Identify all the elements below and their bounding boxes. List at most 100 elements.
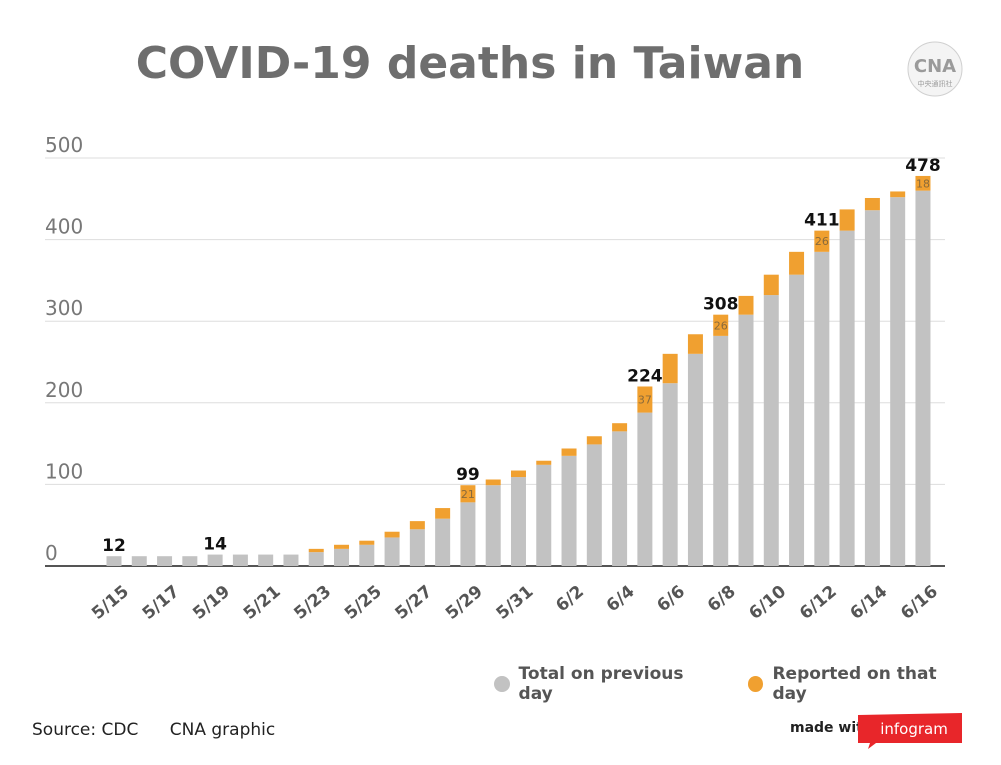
x-tick-label: 5/27: [391, 582, 436, 624]
y-tick-label: 200: [45, 378, 83, 402]
x-tick-label: 5/21: [240, 582, 285, 624]
bar-reported-6/4: [612, 423, 628, 432]
bar-previous-total-5/17: [157, 556, 173, 566]
bar-reported-6/3: [586, 436, 602, 445]
bar-reported-5/24: [334, 544, 350, 549]
x-tick-label: 5/23: [290, 582, 335, 624]
infogram-logo[interactable]: infogram: [858, 713, 962, 749]
bar-reported-5/30: [485, 479, 501, 486]
bars: [106, 175, 931, 566]
reported-label-5/29: 21: [461, 488, 475, 501]
legend-item-total: Total on previous day: [494, 664, 718, 704]
total-label-5/19: 14: [203, 535, 227, 555]
reported-label-6/5: 37: [638, 394, 652, 407]
bar-previous-total-6/15: [890, 197, 906, 566]
bar-previous-total-6/5: [637, 412, 653, 566]
source-text: Source: CDC: [32, 720, 139, 740]
total-label-6/8: 308: [703, 295, 739, 315]
bar-reported-6/7: [687, 334, 703, 354]
bar-previous-total-6/9: [738, 314, 754, 566]
legend-swatch-total: [494, 676, 510, 692]
infogram-logo-text: infogram: [880, 720, 948, 738]
bar-previous-total-6/3: [586, 444, 602, 566]
bar-previous-total-5/16: [131, 556, 147, 566]
x-tick-label: 6/4: [603, 582, 639, 617]
cna-logo-subtext: 中央通訊社: [918, 79, 953, 88]
bar-reported-5/25: [359, 540, 375, 545]
reported-label-6/16: 18: [916, 177, 930, 190]
bar-previous-total-6/13: [839, 230, 855, 566]
x-axis-ticks: 5/15 5/17 5/19 5/21 5/23 5/25 5/27 5/29 5/31 6/2 6…: [88, 582, 942, 624]
bar-reported-5/27: [409, 521, 425, 530]
bar-previous-total-6/8: [713, 335, 729, 566]
total-label-5/29: 99: [456, 465, 480, 485]
made-with-text: made with: [790, 720, 873, 736]
y-tick-label: 300: [45, 296, 83, 320]
bar-reported-6/2: [561, 448, 577, 456]
bar-previous-total-5/29: [460, 502, 476, 566]
bar-reported-6/14: [864, 197, 880, 211]
bar-reported-6/13: [839, 209, 855, 231]
legend-label-total: Total on previous day: [518, 664, 684, 704]
bar-reported-6/9: [738, 295, 754, 315]
bar-reported-6/16: [915, 175, 931, 191]
x-tick-label: 6/16: [897, 582, 942, 624]
cna-logo-text: CNA: [914, 56, 956, 77]
bar-previous-total-6/12: [814, 251, 830, 566]
bar-previous-total-5/24: [334, 548, 350, 566]
bar-reported-5/31: [510, 470, 526, 478]
y-tick-label: 100: [45, 459, 83, 483]
bar-previous-total-5/18: [182, 556, 198, 566]
bar-reported-5/23: [308, 548, 324, 553]
legend-item-reported: Reported on that day: [747, 664, 971, 704]
bar-previous-total-5/15: [106, 556, 122, 566]
y-tick-label: 500: [45, 133, 83, 157]
x-tick-label: 5/31: [493, 582, 538, 624]
reported-label-6/8: 26: [714, 319, 728, 332]
bar-reported-6/6: [662, 353, 678, 384]
total-label-5/15: 12: [102, 536, 126, 556]
x-tick-label: 5/17: [139, 582, 184, 624]
bar-previous-total-6/11: [789, 274, 805, 566]
bar-reported-6/15: [890, 191, 906, 198]
bar-reported-6/12: [814, 230, 830, 252]
bar-previous-total-6/7: [687, 353, 703, 566]
graphic-credit: CNA graphic: [169, 720, 276, 740]
cna-logo: CNA 中央通訊社: [907, 41, 963, 97]
legend-label-reported: Reported on that day: [772, 664, 937, 704]
y-axis-ticks: 0 100 200 300 400 500: [45, 133, 83, 565]
bar-previous-total-5/20: [232, 554, 248, 566]
total-label-6/16: 478: [905, 156, 941, 176]
legend: Total on previous day Reported on that d…: [494, 664, 1001, 704]
bar-reported-5/28: [435, 508, 451, 519]
bar-previous-total-5/27: [409, 529, 425, 566]
bar-previous-total-5/28: [435, 518, 451, 566]
bar-previous-total-5/26: [384, 537, 400, 566]
bar-previous-total-6/4: [612, 431, 628, 566]
bar-previous-total-6/2: [561, 455, 577, 566]
x-tick-label: 6/6: [653, 582, 689, 617]
bar-previous-total-6/16: [915, 190, 931, 566]
bar-reported-5/26: [384, 531, 400, 538]
bar-previous-total-5/31: [510, 477, 526, 566]
bar-reported-6/10: [763, 274, 779, 296]
data-labels: 12 14 99 224 308 411 478 21 37 26 26 18: [102, 156, 941, 556]
x-tick-label: 6/8: [704, 582, 740, 617]
bar-previous-total-5/23: [308, 552, 324, 566]
total-label-6/12: 411: [804, 211, 840, 231]
bar-previous-total-6/6: [662, 383, 678, 566]
y-tick-label: 0: [45, 541, 58, 565]
bar-reported-6/8: [713, 314, 729, 336]
bar-previous-total-6/10: [763, 295, 779, 566]
bar-previous-total-5/21: [258, 554, 274, 566]
bar-reported-6/1: [536, 460, 552, 465]
chart-title: COVID-19 deaths in Taiwan: [135, 38, 805, 89]
bar-previous-total-5/19: [207, 554, 223, 566]
x-tick-label: 5/29: [442, 582, 487, 624]
bar-reported-5/29: [460, 485, 476, 503]
bar-previous-total-5/25: [359, 544, 375, 566]
x-tick-label: 5/25: [341, 582, 386, 624]
legend-swatch-reported: [747, 676, 764, 692]
bar-reported-6/5: [637, 386, 653, 413]
